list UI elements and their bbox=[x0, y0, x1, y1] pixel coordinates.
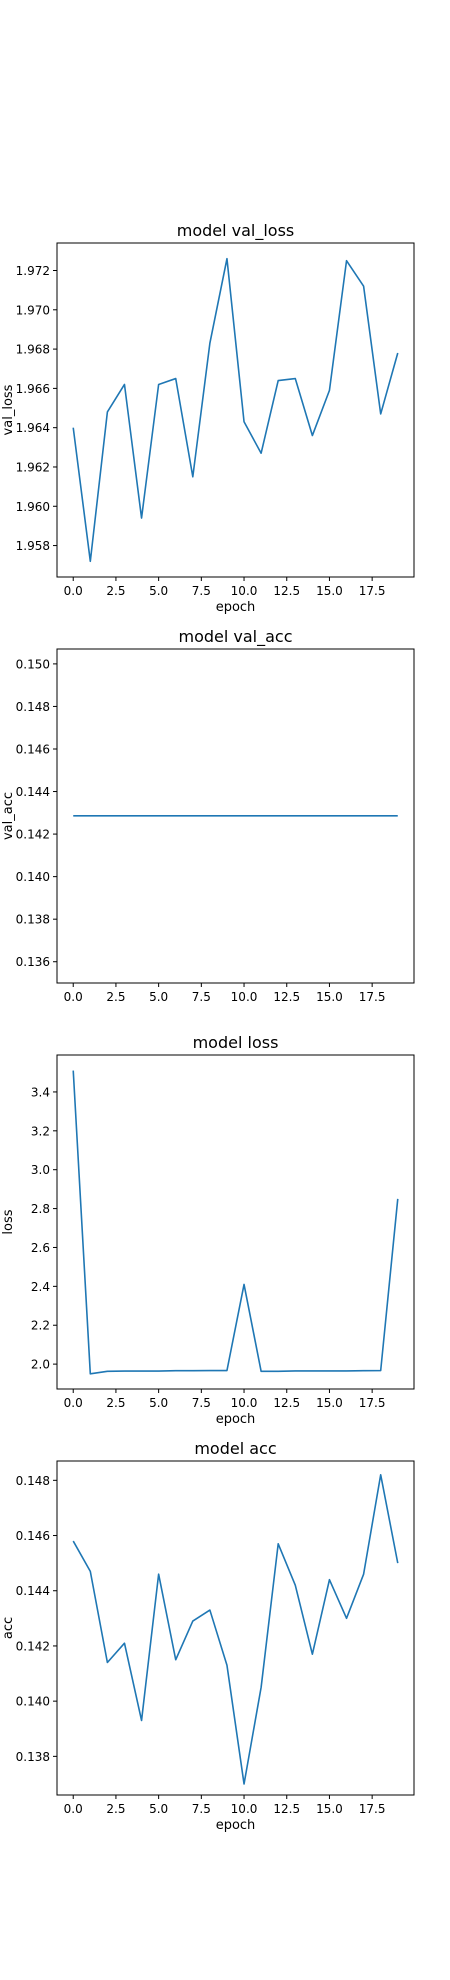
panel-acc: 0.0 2.5 5.0 7.5 10.0 12.5 15.0 17.5 0.138 0.140 0.… bbox=[1, 1439, 415, 1833]
plot-area: 0.0 2.5 5.0 7.5 10.0 12.5 15.0 17.5 0.138 0.140 0.… bbox=[16, 1460, 415, 1816]
x-tick-label: 0.0 bbox=[64, 990, 83, 1004]
series-line bbox=[72, 1474, 399, 1785]
y-axis-label: val_loss bbox=[1, 384, 16, 435]
x-tick-label: 5.0 bbox=[149, 584, 168, 598]
y-tick-label: 0.144 bbox=[16, 785, 50, 799]
y-tick-label: 0.144 bbox=[16, 1584, 50, 1598]
y-tick-label: 2.6 bbox=[31, 1241, 50, 1255]
y-tick-label: 3.2 bbox=[31, 1124, 50, 1138]
x-tick-label: 2.5 bbox=[106, 584, 125, 598]
x-axis-label: epoch bbox=[216, 1412, 256, 1427]
x-tick-label: 7.5 bbox=[192, 990, 211, 1004]
y-tick-label: 0.140 bbox=[16, 870, 50, 884]
x-tick-label: 0.0 bbox=[64, 1396, 83, 1410]
x-tick-label: 5.0 bbox=[149, 1396, 168, 1410]
y-tick-label: 0.140 bbox=[16, 1695, 50, 1709]
y-tick-label: 1.966 bbox=[16, 382, 50, 396]
x-tick-label: 5.0 bbox=[149, 990, 168, 1004]
y-tick-label: 0.148 bbox=[16, 1474, 50, 1488]
y-tick-label: 1.962 bbox=[16, 460, 50, 474]
x-axis-label: epoch bbox=[216, 600, 256, 615]
x-tick-label: 2.5 bbox=[106, 990, 125, 1004]
x-tick-label: 12.5 bbox=[273, 584, 300, 598]
y-tick-label: 0.138 bbox=[16, 1750, 50, 1764]
y-axis-label: val_acc bbox=[1, 792, 16, 840]
y-tick-label: 0.136 bbox=[16, 955, 50, 969]
series-line bbox=[72, 257, 399, 563]
axes-frame bbox=[56, 1460, 415, 1796]
chart-title: model loss bbox=[193, 1033, 279, 1052]
x-tick-label: 17.5 bbox=[359, 1396, 386, 1410]
plot-area: 0.0 2.5 5.0 7.5 10.0 12.5 15.0 17.5 0.136 0.138 0.… bbox=[16, 648, 415, 1004]
x-tick-label: 2.5 bbox=[106, 1802, 125, 1816]
panel-val-acc: 0.0 2.5 5.0 7.5 10.0 12.5 15.0 17.5 0.136 0.138 0.… bbox=[1, 627, 415, 1004]
x-tick-label: 15.0 bbox=[316, 584, 343, 598]
y-tick-label: 2.0 bbox=[31, 1358, 50, 1372]
x-tick-label: 0.0 bbox=[64, 1802, 83, 1816]
x-tick-label: 10.0 bbox=[231, 1396, 258, 1410]
series-line bbox=[72, 1070, 399, 1375]
x-tick-label: 7.5 bbox=[192, 584, 211, 598]
x-tick-label: 15.0 bbox=[316, 1396, 343, 1410]
x-tick-label: 10.0 bbox=[231, 990, 258, 1004]
y-tick-label: 1.964 bbox=[16, 421, 50, 435]
y-tick-label: 3.0 bbox=[31, 1163, 50, 1177]
y-tick-label: 0.148 bbox=[16, 700, 50, 714]
x-tick-label: 10.0 bbox=[231, 1802, 258, 1816]
panel-val-loss: 0.0 2.5 5.0 7.5 10.0 12.5 15.0 17.5 1.958 1.960 1.… bbox=[1, 221, 415, 615]
chart-title: model val_acc bbox=[178, 627, 292, 647]
y-axis-label: acc bbox=[1, 1617, 16, 1639]
x-tick-label: 15.0 bbox=[316, 1802, 343, 1816]
y-tick-label: 1.972 bbox=[16, 264, 50, 278]
y-tick-label: 2.4 bbox=[31, 1280, 50, 1294]
y-tick-label: 0.146 bbox=[16, 1529, 50, 1543]
panel-loss: 0.0 2.5 5.0 7.5 10.0 12.5 15.0 17.5 2.0 2.2 2.4 2.6… bbox=[1, 1033, 415, 1427]
y-tick-label: 2.8 bbox=[31, 1202, 50, 1216]
axes-frame bbox=[56, 242, 415, 578]
y-tick-label: 1.968 bbox=[16, 343, 50, 357]
x-axis-label: epoch bbox=[216, 1818, 256, 1833]
x-tick-label: 7.5 bbox=[192, 1396, 211, 1410]
x-tick-label: 7.5 bbox=[192, 1802, 211, 1816]
chart-title: model acc bbox=[194, 1439, 276, 1458]
x-tick-label: 15.0 bbox=[316, 990, 343, 1004]
y-tick-label: 0.142 bbox=[16, 1639, 50, 1653]
y-tick-label: 3.4 bbox=[31, 1085, 50, 1099]
plot-area: 0.0 2.5 5.0 7.5 10.0 12.5 15.0 17.5 2.0 2.2 2.4 2.6… bbox=[31, 1054, 415, 1410]
x-tick-label: 17.5 bbox=[359, 1802, 386, 1816]
plot-area: 0.0 2.5 5.0 7.5 10.0 12.5 15.0 17.5 1.958 1.960 1.… bbox=[16, 242, 415, 598]
y-tick-label: 0.142 bbox=[16, 828, 50, 842]
y-tick-label: 1.970 bbox=[16, 303, 50, 317]
x-tick-label: 10.0 bbox=[231, 584, 258, 598]
chart-title: model val_loss bbox=[177, 221, 295, 241]
x-tick-label: 17.5 bbox=[359, 990, 386, 1004]
y-tick-label: 1.958 bbox=[16, 539, 50, 553]
x-tick-label: 12.5 bbox=[273, 1802, 300, 1816]
y-tick-label: 1.960 bbox=[16, 500, 50, 514]
x-tick-label: 2.5 bbox=[106, 1396, 125, 1410]
axes-frame bbox=[56, 648, 415, 984]
x-tick-label: 12.5 bbox=[273, 990, 300, 1004]
y-tick-label: 0.138 bbox=[16, 913, 50, 927]
y-tick-label: 0.146 bbox=[16, 742, 50, 756]
x-tick-label: 12.5 bbox=[273, 1396, 300, 1410]
y-tick-label: 2.2 bbox=[31, 1319, 50, 1333]
y-tick-label: 0.150 bbox=[16, 657, 50, 671]
x-tick-label: 0.0 bbox=[64, 584, 83, 598]
x-tick-label: 17.5 bbox=[359, 584, 386, 598]
y-axis-label: loss bbox=[1, 1209, 16, 1234]
x-tick-label: 5.0 bbox=[149, 1802, 168, 1816]
axes-frame bbox=[56, 1054, 415, 1390]
